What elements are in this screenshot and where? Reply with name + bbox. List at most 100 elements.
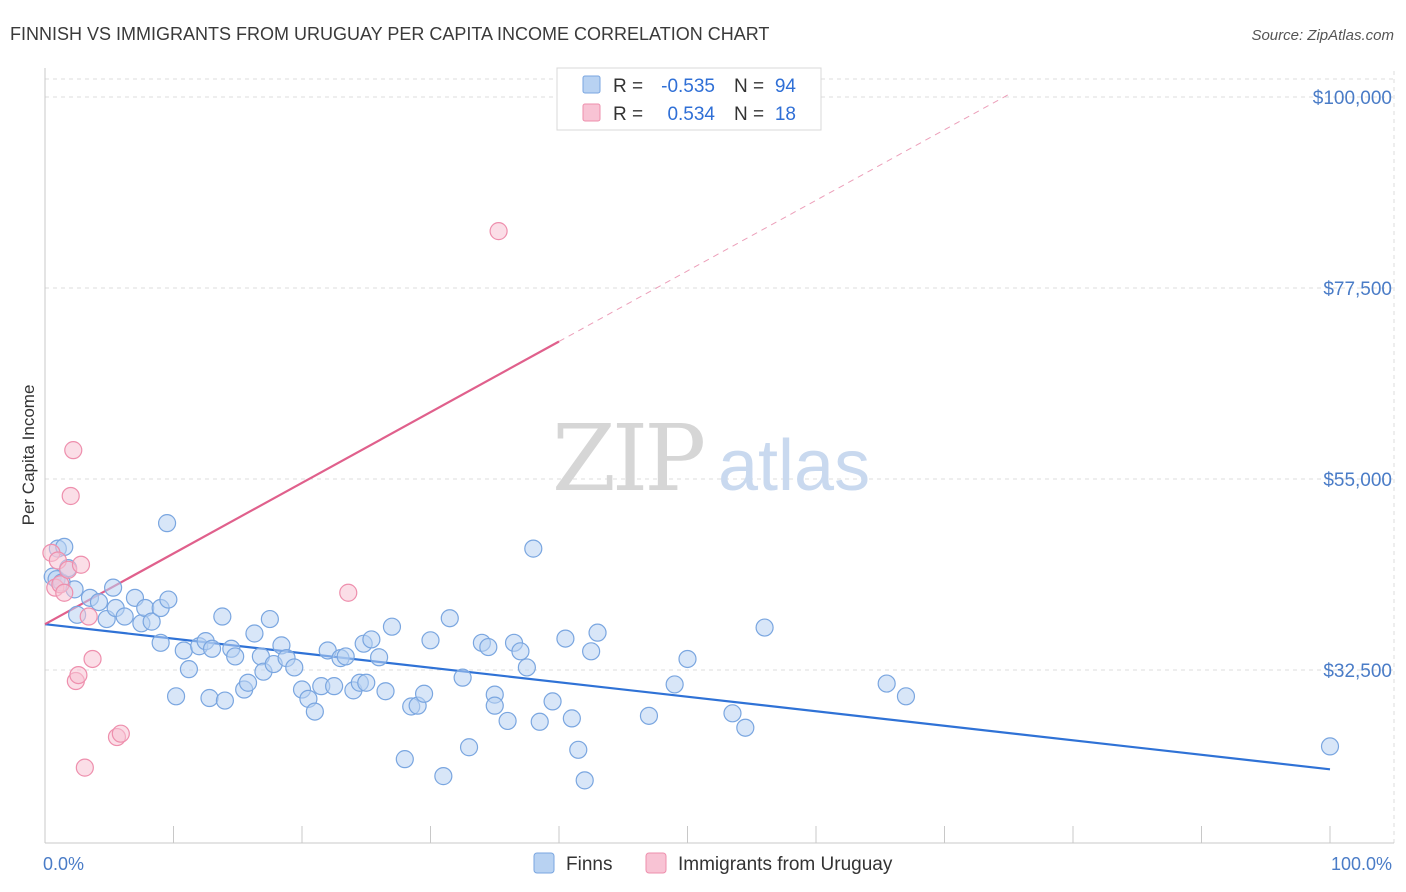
point-finns-29 — [213, 607, 232, 626]
point-finns-24 — [179, 660, 199, 679]
point-finns-79 — [556, 629, 575, 648]
legend-swatch-uruguay — [582, 103, 601, 122]
watermark-atlas: atlas — [718, 426, 870, 506]
legend-n-value-uruguay: 18 — [775, 104, 796, 125]
point-finns-9 — [89, 592, 109, 612]
point-finns-27 — [200, 688, 219, 708]
point-finns-85 — [639, 706, 659, 725]
x-tick-labels: 0.0% 100.0% — [43, 854, 1392, 874]
point-finns-18 — [151, 633, 170, 652]
y-tick-label-3: $100,000 — [1313, 88, 1392, 109]
point-finns-30 — [215, 691, 234, 710]
series-legend-swatch-finns — [533, 852, 555, 874]
point-uruguay-4 — [55, 583, 74, 602]
point-finns-21 — [159, 590, 178, 609]
point-finns-38 — [260, 609, 279, 629]
point-finns-91 — [877, 674, 896, 693]
point-finns-13 — [115, 607, 134, 626]
legend-r-value-finns: -0.535 — [661, 76, 715, 97]
y-tick-label-0: $32,500 — [1323, 661, 1392, 682]
point-finns-90 — [755, 618, 774, 637]
legend-swatch-finns — [582, 75, 601, 94]
point-finns-78 — [543, 692, 562, 711]
point-finns-54 — [357, 673, 376, 692]
point-finns-72 — [498, 711, 517, 731]
point-finns-65 — [440, 609, 459, 628]
point-finns-57 — [376, 682, 395, 701]
point-finns-28 — [202, 639, 222, 658]
series-legend-swatch-uruguay — [645, 852, 667, 874]
point-uruguay-16 — [339, 583, 358, 602]
trend-line-uruguay — [44, 340, 560, 626]
point-finns-32 — [226, 647, 245, 666]
point-finns-87 — [678, 649, 697, 669]
point-finns-84 — [588, 623, 607, 642]
point-finns-82 — [575, 771, 594, 790]
point-finns-48 — [325, 677, 344, 696]
chart-title: FINNISH VS IMMIGRANTS FROM URUGUAY PER C… — [10, 24, 769, 44]
y-tick-label-1: $55,000 — [1323, 470, 1392, 491]
point-finns-23 — [174, 641, 193, 660]
point-uruguay-12 — [79, 607, 98, 626]
series-legend: Finns Immigrants from Uruguay — [533, 852, 893, 875]
point-finns-67 — [459, 738, 479, 757]
point-finns-35 — [245, 624, 264, 643]
point-finns-58 — [382, 617, 402, 636]
y-tick-label-2: $77,500 — [1323, 279, 1392, 300]
point-uruguay-9 — [69, 665, 88, 685]
point-finns-93 — [1320, 737, 1340, 756]
series-legend-label-uruguay: Immigrants from Uruguay — [678, 854, 893, 875]
point-uruguay-15 — [111, 724, 130, 743]
legend-n-label-uruguay: N = — [734, 104, 764, 125]
y-axis-label: Per Capita Income — [19, 385, 38, 526]
point-uruguay-11 — [75, 758, 94, 777]
point-finns-34 — [238, 673, 258, 692]
point-uruguay-10 — [71, 555, 91, 574]
axes — [44, 68, 1394, 844]
x-tick-label-0: 0.0% — [43, 854, 84, 874]
legend-r-value-uruguay: 0.534 — [667, 104, 715, 125]
point-finns-64 — [434, 767, 453, 786]
point-finns-59 — [395, 750, 414, 769]
point-finns-22 — [166, 687, 186, 706]
legend-r-label-finns: R = — [613, 76, 643, 97]
point-finns-80 — [562, 709, 581, 728]
point-finns-89 — [736, 718, 755, 737]
data-points — [42, 222, 1340, 790]
point-uruguay-7 — [64, 441, 83, 460]
point-finns-17 — [142, 612, 161, 631]
point-finns-75 — [517, 658, 536, 677]
point-finns-83 — [582, 642, 601, 661]
point-finns-11 — [104, 578, 123, 597]
point-finns-50 — [336, 647, 355, 666]
point-finns-88 — [723, 704, 742, 723]
point-finns-42 — [285, 658, 304, 677]
point-finns-56 — [370, 648, 389, 667]
point-finns-45 — [305, 702, 324, 721]
point-finns-81 — [569, 740, 588, 759]
stats-legend-box — [556, 67, 822, 131]
series-legend-label-finns: Finns — [566, 854, 612, 875]
point-finns-55 — [362, 630, 381, 649]
point-finns-69 — [479, 637, 498, 657]
point-finns-76 — [524, 539, 543, 558]
legend-n-label-finns: N = — [734, 76, 764, 97]
trend-line-uruguay-extension — [558, 94, 1009, 342]
point-finns-92 — [896, 687, 916, 706]
legend-r-label-uruguay: R = — [613, 104, 643, 125]
point-uruguay-17 — [489, 222, 508, 241]
source-label: Source: ZipAtlas.com — [1251, 27, 1394, 44]
legend-n-value-finns: 94 — [775, 76, 797, 97]
point-finns-62 — [414, 684, 434, 703]
point-finns-19 — [157, 514, 177, 533]
point-finns-74 — [511, 642, 530, 661]
point-uruguay-6 — [61, 486, 80, 506]
point-finns-66 — [453, 668, 472, 687]
y-tick-labels: $32,500 $55,000 $77,500 $100,000 — [1313, 88, 1392, 682]
watermark: ZIP atlas — [552, 405, 870, 512]
point-finns-63 — [421, 631, 440, 650]
watermark-zip: ZIP — [552, 405, 703, 512]
point-finns-86 — [665, 675, 684, 694]
point-uruguay-13 — [83, 649, 102, 669]
